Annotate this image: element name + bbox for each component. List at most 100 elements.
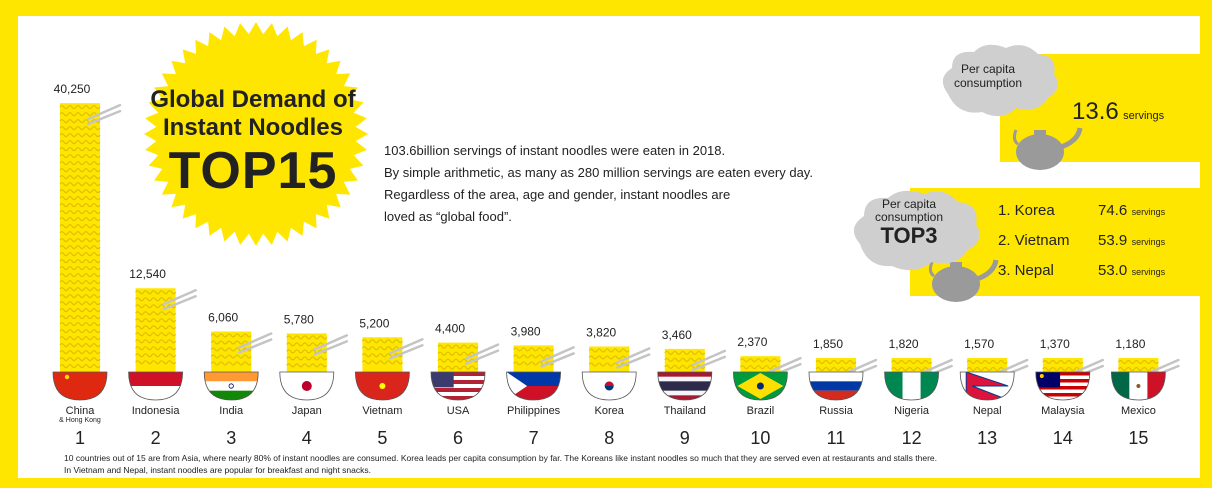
description-text: 103.6billion servings of instant noodles…	[384, 140, 874, 228]
bar	[210, 331, 252, 372]
category-label: Russia	[819, 405, 854, 417]
top3-country: 1. Korea	[998, 202, 1055, 219]
rank-label: 11	[827, 428, 846, 448]
bar-group-india: 6,060 India 3	[203, 311, 273, 448]
bar-group-mexico: 1,180 Mexico 15	[1110, 337, 1180, 448]
title-line-1: Global Demand of	[150, 86, 356, 113]
footnote-line: In Vietnam and Nepal, instant noodles ar…	[64, 465, 371, 475]
bar-group-vietnam: 5,200 Vietnam 5	[354, 316, 424, 448]
bar-group-korea: 3,820 Korea 8	[581, 325, 651, 448]
top3-value: 74.6	[1098, 202, 1128, 219]
chopsticks-icon	[237, 332, 273, 354]
india-flag-icon	[203, 371, 259, 401]
cloud-icon	[942, 44, 1058, 117]
rank-label: 5	[377, 428, 387, 448]
value-label: 1,370	[1040, 337, 1070, 351]
top3-value-wrap: 74.6 servings	[1098, 202, 1165, 220]
chopsticks-icon	[691, 349, 727, 372]
bar-group-japan: 5,780 Japan 4	[279, 312, 349, 448]
value-label: 1,820	[889, 337, 919, 351]
page-title: Global Demand of Instant Noodles TOP15	[118, 86, 388, 200]
rank-label: 1	[75, 428, 85, 448]
malaysia-flag-icon	[1035, 371, 1091, 401]
category-label: Korea	[595, 405, 625, 417]
bar	[361, 337, 403, 372]
chopsticks-icon	[615, 347, 651, 369]
per-capita-label: Per capita consumption	[938, 62, 1038, 90]
top3-value: 53.9	[1098, 232, 1128, 249]
bar	[966, 358, 1008, 372]
cloud-icon	[853, 190, 980, 271]
rank-label: 12	[902, 428, 922, 448]
thailand-flag-icon	[657, 371, 713, 401]
bar	[1117, 358, 1159, 372]
rank-label: 2	[151, 428, 161, 448]
description-line: loved as “global food”.	[384, 209, 512, 224]
japan-flag-icon	[279, 371, 335, 401]
bar-chart: 40,250 China& Hong Kong 1 12,540 Indonesia 2 6…	[52, 22, 1200, 448]
footnote: 10 countries out of 15 are from Asia, wh…	[64, 452, 1194, 476]
bar	[1042, 358, 1084, 372]
rank-label: 10	[750, 428, 770, 448]
russia-flag-icon	[808, 371, 864, 401]
category-label: Vietnam	[362, 405, 402, 417]
vietnam-flag-icon	[354, 371, 410, 401]
bar	[59, 103, 101, 372]
value-label: 6,060	[208, 311, 238, 325]
rank-label: 14	[1053, 428, 1073, 448]
top3-item: 1. Korea 74.6 servings	[998, 202, 1194, 232]
value-label: 3,820	[586, 325, 616, 339]
top3-item: 3. Nepal 53.0 servings	[998, 262, 1194, 292]
value-label: 1,850	[813, 337, 843, 351]
bar	[891, 358, 933, 372]
per-capita-label-line: consumption	[953, 76, 1023, 90]
bar-group-brazil: 2,370 Brazil 10	[732, 335, 802, 448]
category-sublabel: & Hong Kong	[59, 417, 101, 424]
bar	[739, 356, 781, 372]
value-label: 4,400	[435, 322, 465, 336]
value-label: 3,460	[662, 328, 692, 342]
rank-label: 15	[1128, 428, 1148, 448]
rank-label: 7	[529, 428, 539, 448]
category-label: Thailand	[664, 405, 706, 417]
bar-group-thailand: 3,460 Thailand 9	[657, 328, 727, 448]
infographic-panel: 40,250 China & Hong Kong 1 12,540 Indonesia 2 6…	[18, 16, 1200, 478]
value-label: 5,780	[284, 312, 314, 326]
value-label: 3,980	[511, 324, 541, 338]
category-label: China	[66, 405, 96, 417]
category-label: Mexico	[1121, 405, 1156, 417]
title-starburst	[144, 22, 368, 246]
chopsticks-icon	[162, 288, 197, 311]
china-flag-icon	[52, 371, 108, 401]
top3-value: 53.0	[1098, 262, 1128, 279]
bar	[815, 358, 857, 372]
chopsticks-icon	[313, 334, 349, 356]
category-label: India	[219, 405, 244, 417]
category-label: Nepal	[973, 405, 1002, 417]
top3-unit: servings	[1131, 207, 1166, 217]
indonesia-flag-icon	[128, 371, 184, 401]
bar-group-russia: 1,850 Russia 11	[808, 337, 878, 448]
per-capita-unit: servings	[1123, 110, 1165, 122]
title-line-2: Instant Noodles	[162, 114, 343, 141]
rank-label: 8	[604, 428, 614, 448]
bar	[286, 333, 328, 372]
category-label: Brazil	[747, 405, 775, 417]
nigeria-flag-icon	[884, 371, 940, 401]
top3-value-wrap: 53.9 servings	[1098, 232, 1165, 250]
value-label: 1,570	[964, 337, 994, 351]
value-label: 40,250	[54, 82, 91, 96]
category-label: Nigeria	[894, 405, 930, 417]
top3-label-line: consumption	[874, 210, 944, 224]
chopsticks-icon	[389, 338, 424, 360]
rank-label: 9	[680, 428, 690, 448]
top3-item: 2. Vietnam 53.9 servings	[998, 232, 1194, 262]
top3-label-line: Per capita	[881, 197, 937, 211]
bar-group-nigeria: 1,820 Nigeria 12	[884, 337, 953, 448]
category-label: Japan	[292, 405, 322, 417]
mexico-flag-icon	[1110, 371, 1166, 401]
top3-list: 1. Korea 74.6 servings 2. Vietnam 53.9 s…	[998, 202, 1194, 292]
value-label: 1,180	[1115, 337, 1145, 351]
top3-value-wrap: 53.0 servings	[1098, 262, 1165, 280]
category-label: Philippines	[507, 405, 561, 417]
